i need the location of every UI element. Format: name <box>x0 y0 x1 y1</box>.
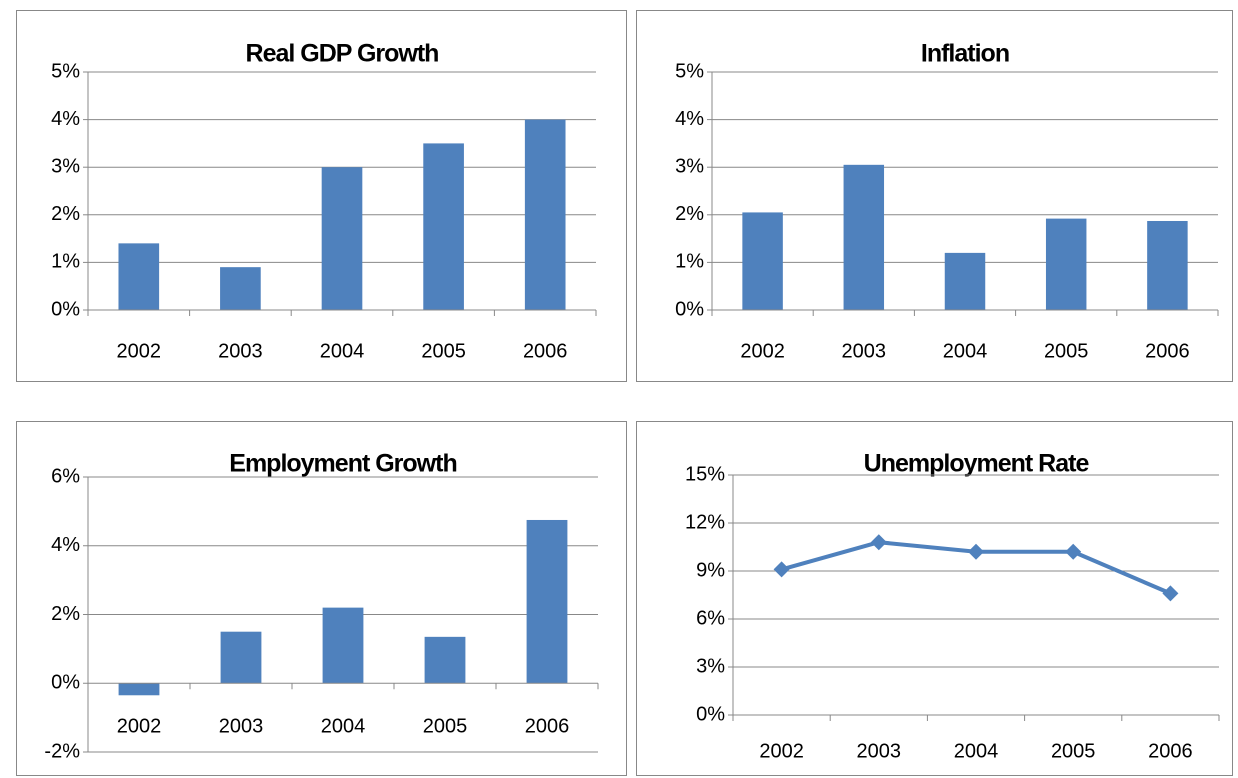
y-tick-label: 0% <box>51 298 80 320</box>
x-tick-label: 2004 <box>943 340 988 362</box>
y-tick-label: 3% <box>51 155 80 177</box>
y-tick-label: 6% <box>696 607 725 629</box>
x-tick-label: 2003 <box>218 340 263 362</box>
y-tick-label: 15% <box>685 463 725 485</box>
panel-border <box>16 10 627 382</box>
y-tick-label: 1% <box>51 251 80 273</box>
bar <box>321 167 363 310</box>
x-tick-label: 2006 <box>523 340 568 362</box>
bar <box>944 252 986 310</box>
x-tick-label: 2002 <box>759 740 804 762</box>
x-tick-label: 2002 <box>117 340 162 362</box>
marker <box>1065 543 1082 560</box>
x-tick-label: 2005 <box>423 715 468 737</box>
marker <box>773 561 790 578</box>
x-tick-label: 2002 <box>117 715 162 737</box>
marker <box>870 534 887 551</box>
y-tick-label: 6% <box>51 465 80 487</box>
y-tick-label: 0% <box>51 672 80 694</box>
y-tick-label: 0% <box>696 703 725 725</box>
bar <box>526 519 568 684</box>
chart-title: Real GDP Growth <box>246 40 439 68</box>
y-tick-label: 12% <box>685 511 725 533</box>
y-tick-label: 4% <box>51 534 80 556</box>
x-tick-label: 2006 <box>1145 340 1190 362</box>
bar <box>424 636 466 684</box>
y-tick-label: 2% <box>51 603 80 625</box>
marker <box>968 543 984 560</box>
bar <box>220 631 262 684</box>
bar <box>118 243 160 310</box>
bar <box>423 143 464 310</box>
x-tick-label: 2003 <box>842 340 887 362</box>
bar <box>118 683 160 696</box>
x-tick-label: 2006 <box>525 715 570 737</box>
chart-title: Inflation <box>921 40 1009 68</box>
x-tick-label: 2005 <box>1051 740 1096 762</box>
bar <box>742 212 783 310</box>
y-tick-label: 3% <box>675 155 704 177</box>
bar <box>220 267 261 310</box>
x-tick-label: 2006 <box>1148 740 1193 762</box>
x-tick-label: 2005 <box>1044 340 1089 362</box>
y-tick-label: -2% <box>44 740 80 762</box>
y-tick-label: 9% <box>696 559 725 581</box>
chart-title: Unemployment Rate <box>864 450 1090 478</box>
panel-border <box>636 10 1233 382</box>
bar <box>1045 218 1087 310</box>
chart-title: Employment Growth <box>229 450 456 478</box>
y-tick-label: 2% <box>675 203 704 225</box>
y-tick-label: 1% <box>675 251 704 273</box>
x-tick-label: 2004 <box>321 715 366 737</box>
y-tick-label: 4% <box>675 108 704 130</box>
y-tick-label: 4% <box>51 108 80 130</box>
y-tick-label: 5% <box>675 60 704 82</box>
x-tick-label: 2003 <box>219 715 264 737</box>
x-tick-label: 2004 <box>320 340 365 362</box>
bar <box>843 164 885 310</box>
x-tick-label: 2003 <box>857 740 902 762</box>
panel-border <box>636 421 1233 776</box>
bar <box>1147 220 1188 310</box>
y-tick-label: 3% <box>696 655 725 677</box>
panel-border <box>16 421 627 776</box>
y-tick-label: 0% <box>675 298 704 320</box>
x-tick-label: 2005 <box>421 340 466 362</box>
y-tick-label: 2% <box>51 203 80 225</box>
bar <box>322 607 364 684</box>
y-tick-label: 5% <box>51 60 80 82</box>
bar <box>524 119 566 310</box>
marker <box>1162 585 1179 602</box>
x-tick-label: 2004 <box>954 740 999 762</box>
x-tick-label: 2002 <box>740 340 785 362</box>
